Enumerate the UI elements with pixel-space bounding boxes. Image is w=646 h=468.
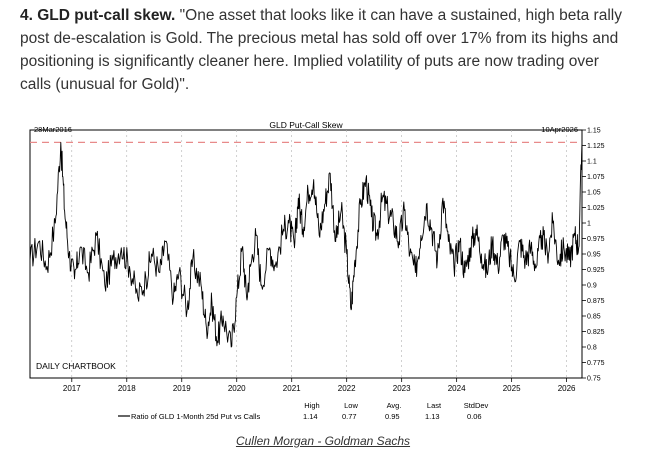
x-tick-label: 2026 — [558, 384, 576, 393]
y-tick-label: 1.075 — [587, 174, 605, 181]
stats-header: High — [304, 401, 319, 410]
x-tick-label: 2023 — [393, 384, 411, 393]
stats-value: 1.13 — [425, 412, 440, 421]
stats-header: Last — [427, 401, 442, 410]
stats-columns: High 1.14 Low 0.77 Avg. 0.95 Last 1.13 StdDev 0.0… — [303, 401, 489, 421]
x-tick-label: 2018 — [118, 384, 136, 393]
y-tick-label: 0.9 — [587, 283, 597, 290]
source-attribution[interactable]: Cullen Morgan - Goldman Sachs — [235, 434, 411, 448]
x-tick-label: 2019 — [173, 384, 191, 393]
y-tick-label: 1.05 — [587, 190, 601, 197]
chart-title: GLD Put-Call Skew — [269, 120, 343, 130]
x-tick-label: 2024 — [448, 384, 466, 393]
y-tick-label: 0.775 — [587, 360, 605, 367]
x-tick-label: 2020 — [228, 384, 246, 393]
y-tick-label: 1.1 — [587, 159, 597, 166]
stats-value: 0.77 — [342, 412, 357, 421]
y-axis: 0.75 0.775 0.8 0.825 0.85 0.875 0.9 0.925 0.95 0.… — [581, 128, 605, 383]
y-tick-label: 0.85 — [587, 314, 601, 321]
series-layer — [29, 141, 583, 348]
y-tick-label: 0.8 — [587, 345, 597, 352]
stats-header: Low — [344, 401, 358, 410]
chart-container: GLD Put-Call Skew 28Mar2016 10Apr2026 DA… — [20, 114, 620, 426]
y-tick-label: 0.95 — [587, 252, 601, 259]
intro-paragraph: 4. GLD put-call skew. "One asset that lo… — [20, 4, 630, 96]
x-axis: 2017 2018 2019 2020 2021 2022 2023 2024 2025 2026 — [63, 378, 576, 393]
stats-header: Avg. — [387, 401, 402, 410]
y-tick-label: 0.975 — [587, 236, 605, 243]
stats-value: 1.14 — [303, 412, 318, 421]
x-tick-label: 2025 — [503, 384, 521, 393]
end-date-label: 10Apr2026 — [541, 125, 578, 134]
put-call-skew-chart: GLD Put-Call Skew 28Mar2016 10Apr2026 DA… — [29, 120, 605, 421]
intro-text: "One asset that looks like it can have a… — [20, 7, 622, 93]
start-date-label: 28Mar2016 — [34, 125, 72, 134]
x-tick-label: 2022 — [338, 384, 356, 393]
legend-label: Ratio of GLD 1-Month 25d Put vs Calls — [131, 412, 260, 421]
x-tick-label: 2021 — [283, 384, 301, 393]
y-tick-label: 0.75 — [587, 376, 601, 383]
series-line — [29, 141, 583, 348]
stats-header: StdDev — [464, 401, 489, 410]
watermark: DAILY CHARTBOOK — [36, 361, 116, 371]
x-tick-label: 2017 — [63, 384, 81, 393]
stats-panel: Ratio of GLD 1-Month 25d Put vs Calls Hi… — [118, 401, 489, 421]
y-tick-label: 1.025 — [587, 205, 605, 212]
grid-lines — [71, 130, 567, 378]
y-tick-label: 0.875 — [587, 298, 605, 305]
y-tick-label: 1.125 — [587, 143, 605, 150]
intro-heading: 4. GLD put-call skew. — [20, 7, 176, 24]
plot-frame — [29, 129, 583, 379]
y-tick-label: 1 — [587, 221, 591, 228]
y-tick-label: 1.15 — [587, 128, 601, 135]
y-tick-label: 0.925 — [587, 267, 605, 274]
y-tick-label: 0.825 — [587, 329, 605, 336]
stats-value: 0.06 — [467, 412, 482, 421]
stats-value: 0.95 — [385, 412, 400, 421]
